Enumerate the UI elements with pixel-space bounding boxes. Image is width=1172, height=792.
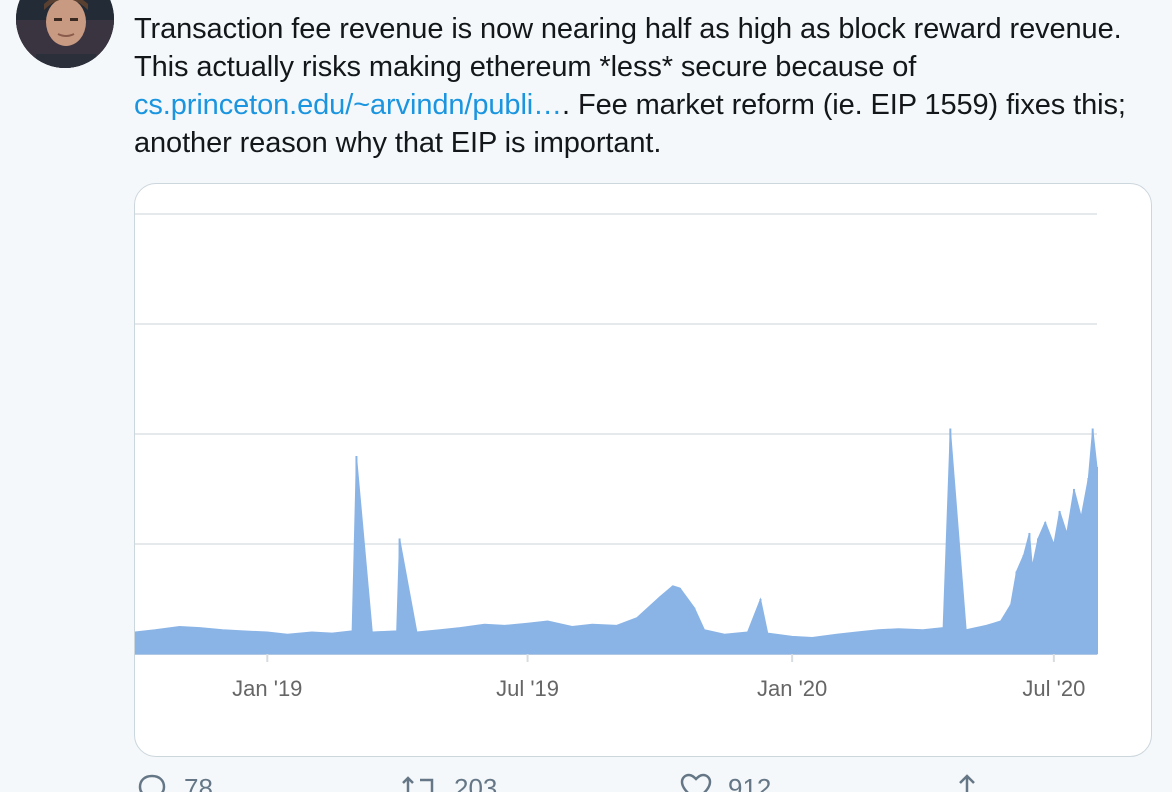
chart-card[interactable]: Jan '19 Jul '19 Jan '20 Jul '20 [134,183,1152,757]
x-tick-label: Jan '19 [232,676,302,701]
reply-button[interactable]: 78 [134,770,213,792]
share-button[interactable] [952,770,982,792]
like-count: 912 [728,772,772,792]
reply-count: 78 [184,772,213,792]
x-tick-label: Jul '19 [496,676,559,701]
avatar-photo [16,0,114,68]
tweet-actions: 78 203 912 [134,770,1034,792]
fee-revenue-chart: Jan '19 Jul '19 Jan '20 Jul '20 [135,213,1098,701]
tweet-text-part1: Transaction fee revenue is now nearing h… [134,13,1122,83]
retweet-icon [402,776,434,792]
series-area [135,428,1098,655]
tweet-text: Transaction fee revenue is now nearing h… [134,10,1144,162]
like-button[interactable]: 912 [678,770,771,792]
x-tick-label: Jan '20 [757,676,827,701]
retweet-button[interactable]: 203 [400,770,497,792]
x-tick-label: Jul '20 [1022,676,1085,701]
tweet-link[interactable]: cs.princeton.edu/~arvindn/publi… [134,89,563,121]
avatar[interactable] [16,0,114,68]
share-icon [959,774,975,792]
reply-icon [138,774,166,792]
tweet-header [134,0,578,2]
retweet-count: 203 [454,772,498,792]
tweet-text-part2: . Fee market reform (ie. EIP 1559) fixes… [134,89,1126,159]
heart-icon [680,773,712,792]
